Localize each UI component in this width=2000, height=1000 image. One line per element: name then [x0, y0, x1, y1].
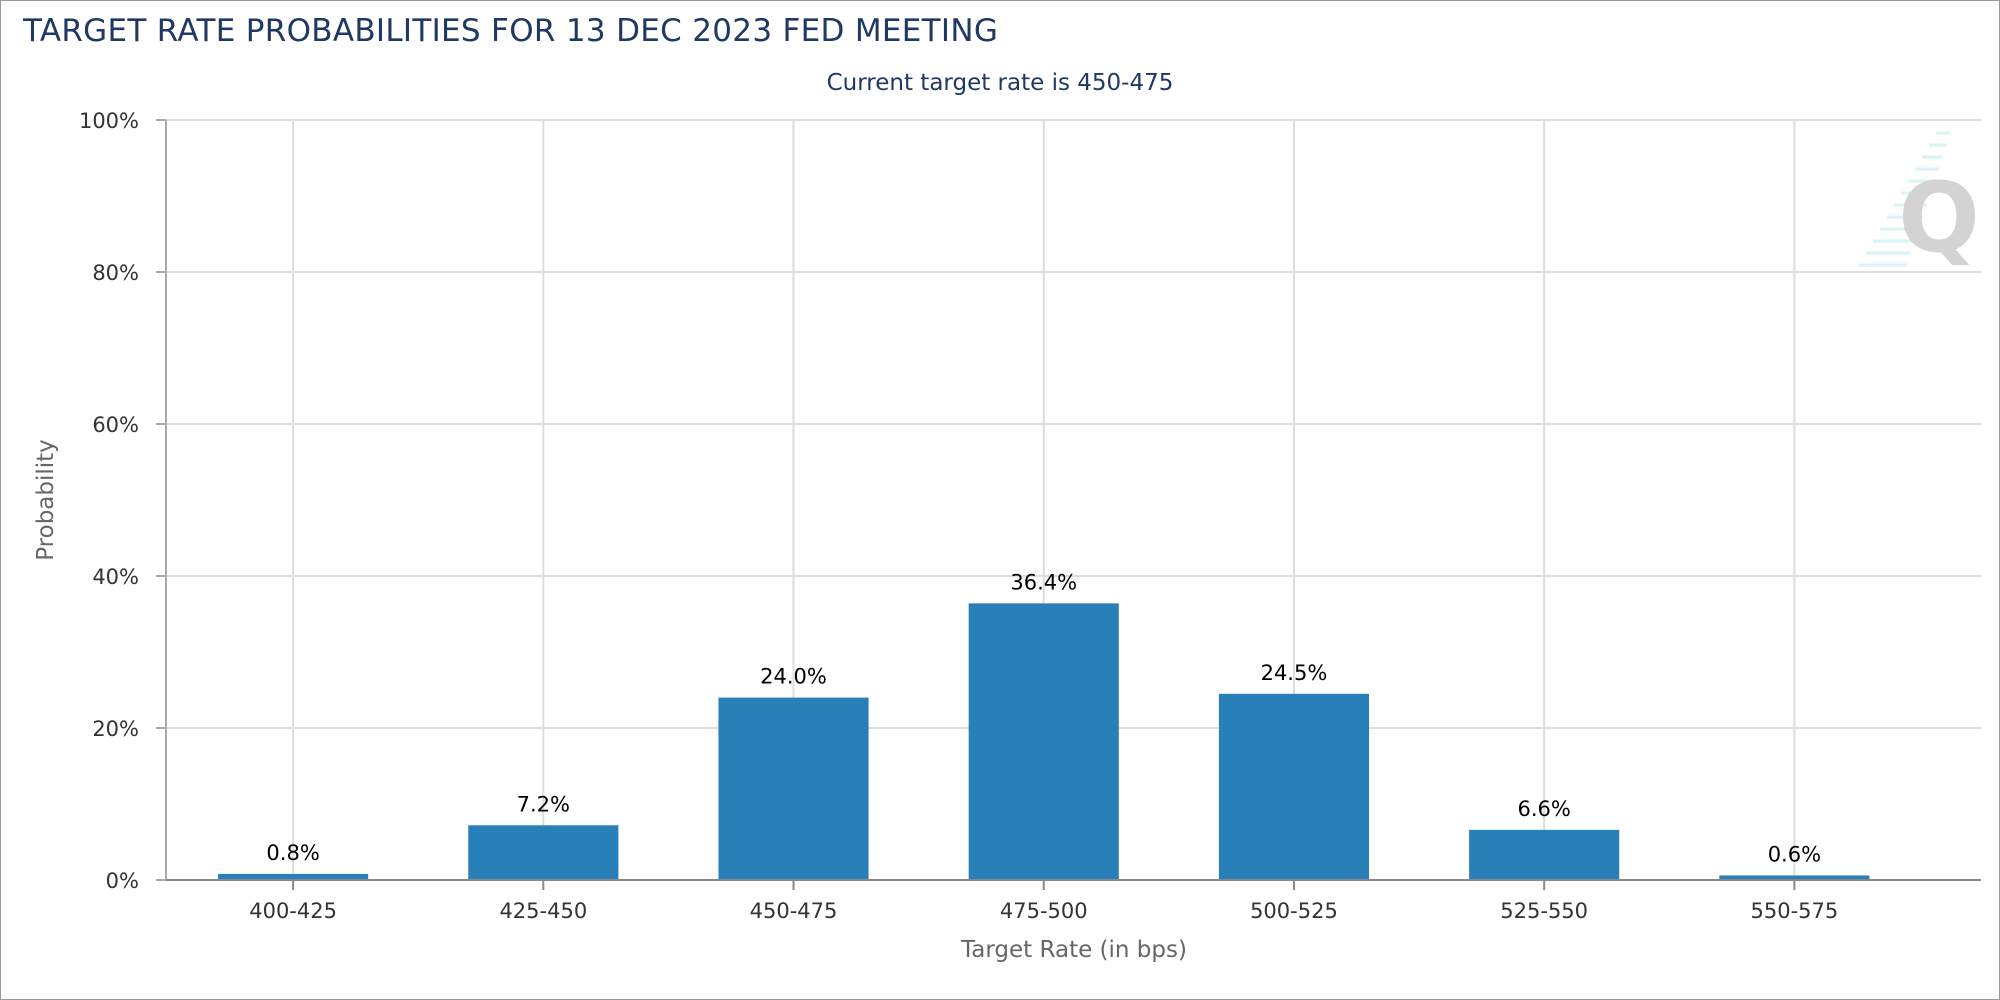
bar-475-500	[968, 603, 1119, 880]
y-tick-label: 80%	[92, 261, 139, 285]
bars	[218, 603, 1870, 880]
bar-value-label: 24.5%	[1261, 661, 1328, 685]
x-axis-tick-labels: 400-425 425-450 450-475 475-500 500-525 525-5…	[249, 899, 1838, 923]
bar-450-475	[718, 697, 869, 880]
chart-subtitle: Current target rate is 450-475	[827, 70, 1174, 96]
bar-value-label: 7.2%	[517, 792, 570, 816]
bar-value-label: 24.0%	[760, 665, 827, 689]
bar-400-425	[218, 873, 369, 880]
y-axis-tick-labels: 0% 20% 40% 60% 80% 100%	[79, 109, 139, 893]
bar-value-label: 0.6%	[1768, 842, 1821, 866]
bar-value-label: 36.4%	[1010, 570, 1077, 594]
bar-550-575	[1719, 875, 1870, 880]
x-tick-label: 450-475	[750, 899, 838, 923]
y-tick-label: 40%	[92, 565, 139, 589]
y-tick-label: 20%	[92, 717, 139, 741]
bar-525-550	[1469, 829, 1620, 880]
page-title: TARGET RATE PROBABILITIES FOR 13 DEC 202…	[23, 13, 999, 49]
x-tick-label: 425-450	[499, 899, 587, 923]
bar-425-450	[468, 825, 619, 880]
y-tick-label: 0%	[106, 869, 139, 893]
x-tick-label: 525-550	[1500, 899, 1588, 923]
bar-value-label: 6.6%	[1517, 797, 1570, 821]
y-axis-title: Probability	[33, 439, 59, 561]
x-tick-label: 475-500	[1000, 899, 1088, 923]
bar-value-label: 0.8%	[266, 841, 319, 865]
x-tick-label: 500-525	[1250, 899, 1338, 923]
y-tick-label: 60%	[92, 413, 139, 437]
y-tick-label: 100%	[79, 109, 139, 133]
bar-500-525	[1218, 693, 1370, 880]
x-tick-label: 400-425	[249, 899, 337, 923]
bar-value-labels: 0.8% 7.2% 24.0% 36.4% 24.5% 6.6% 0.6%	[266, 570, 1821, 866]
watermark-letter: Q	[1898, 162, 1980, 274]
x-tick-label: 550-575	[1750, 899, 1838, 923]
x-axis-title: Target Rate (in bps)	[960, 937, 1187, 963]
quikstrike-q-logo-icon: Q	[1859, 131, 1980, 274]
